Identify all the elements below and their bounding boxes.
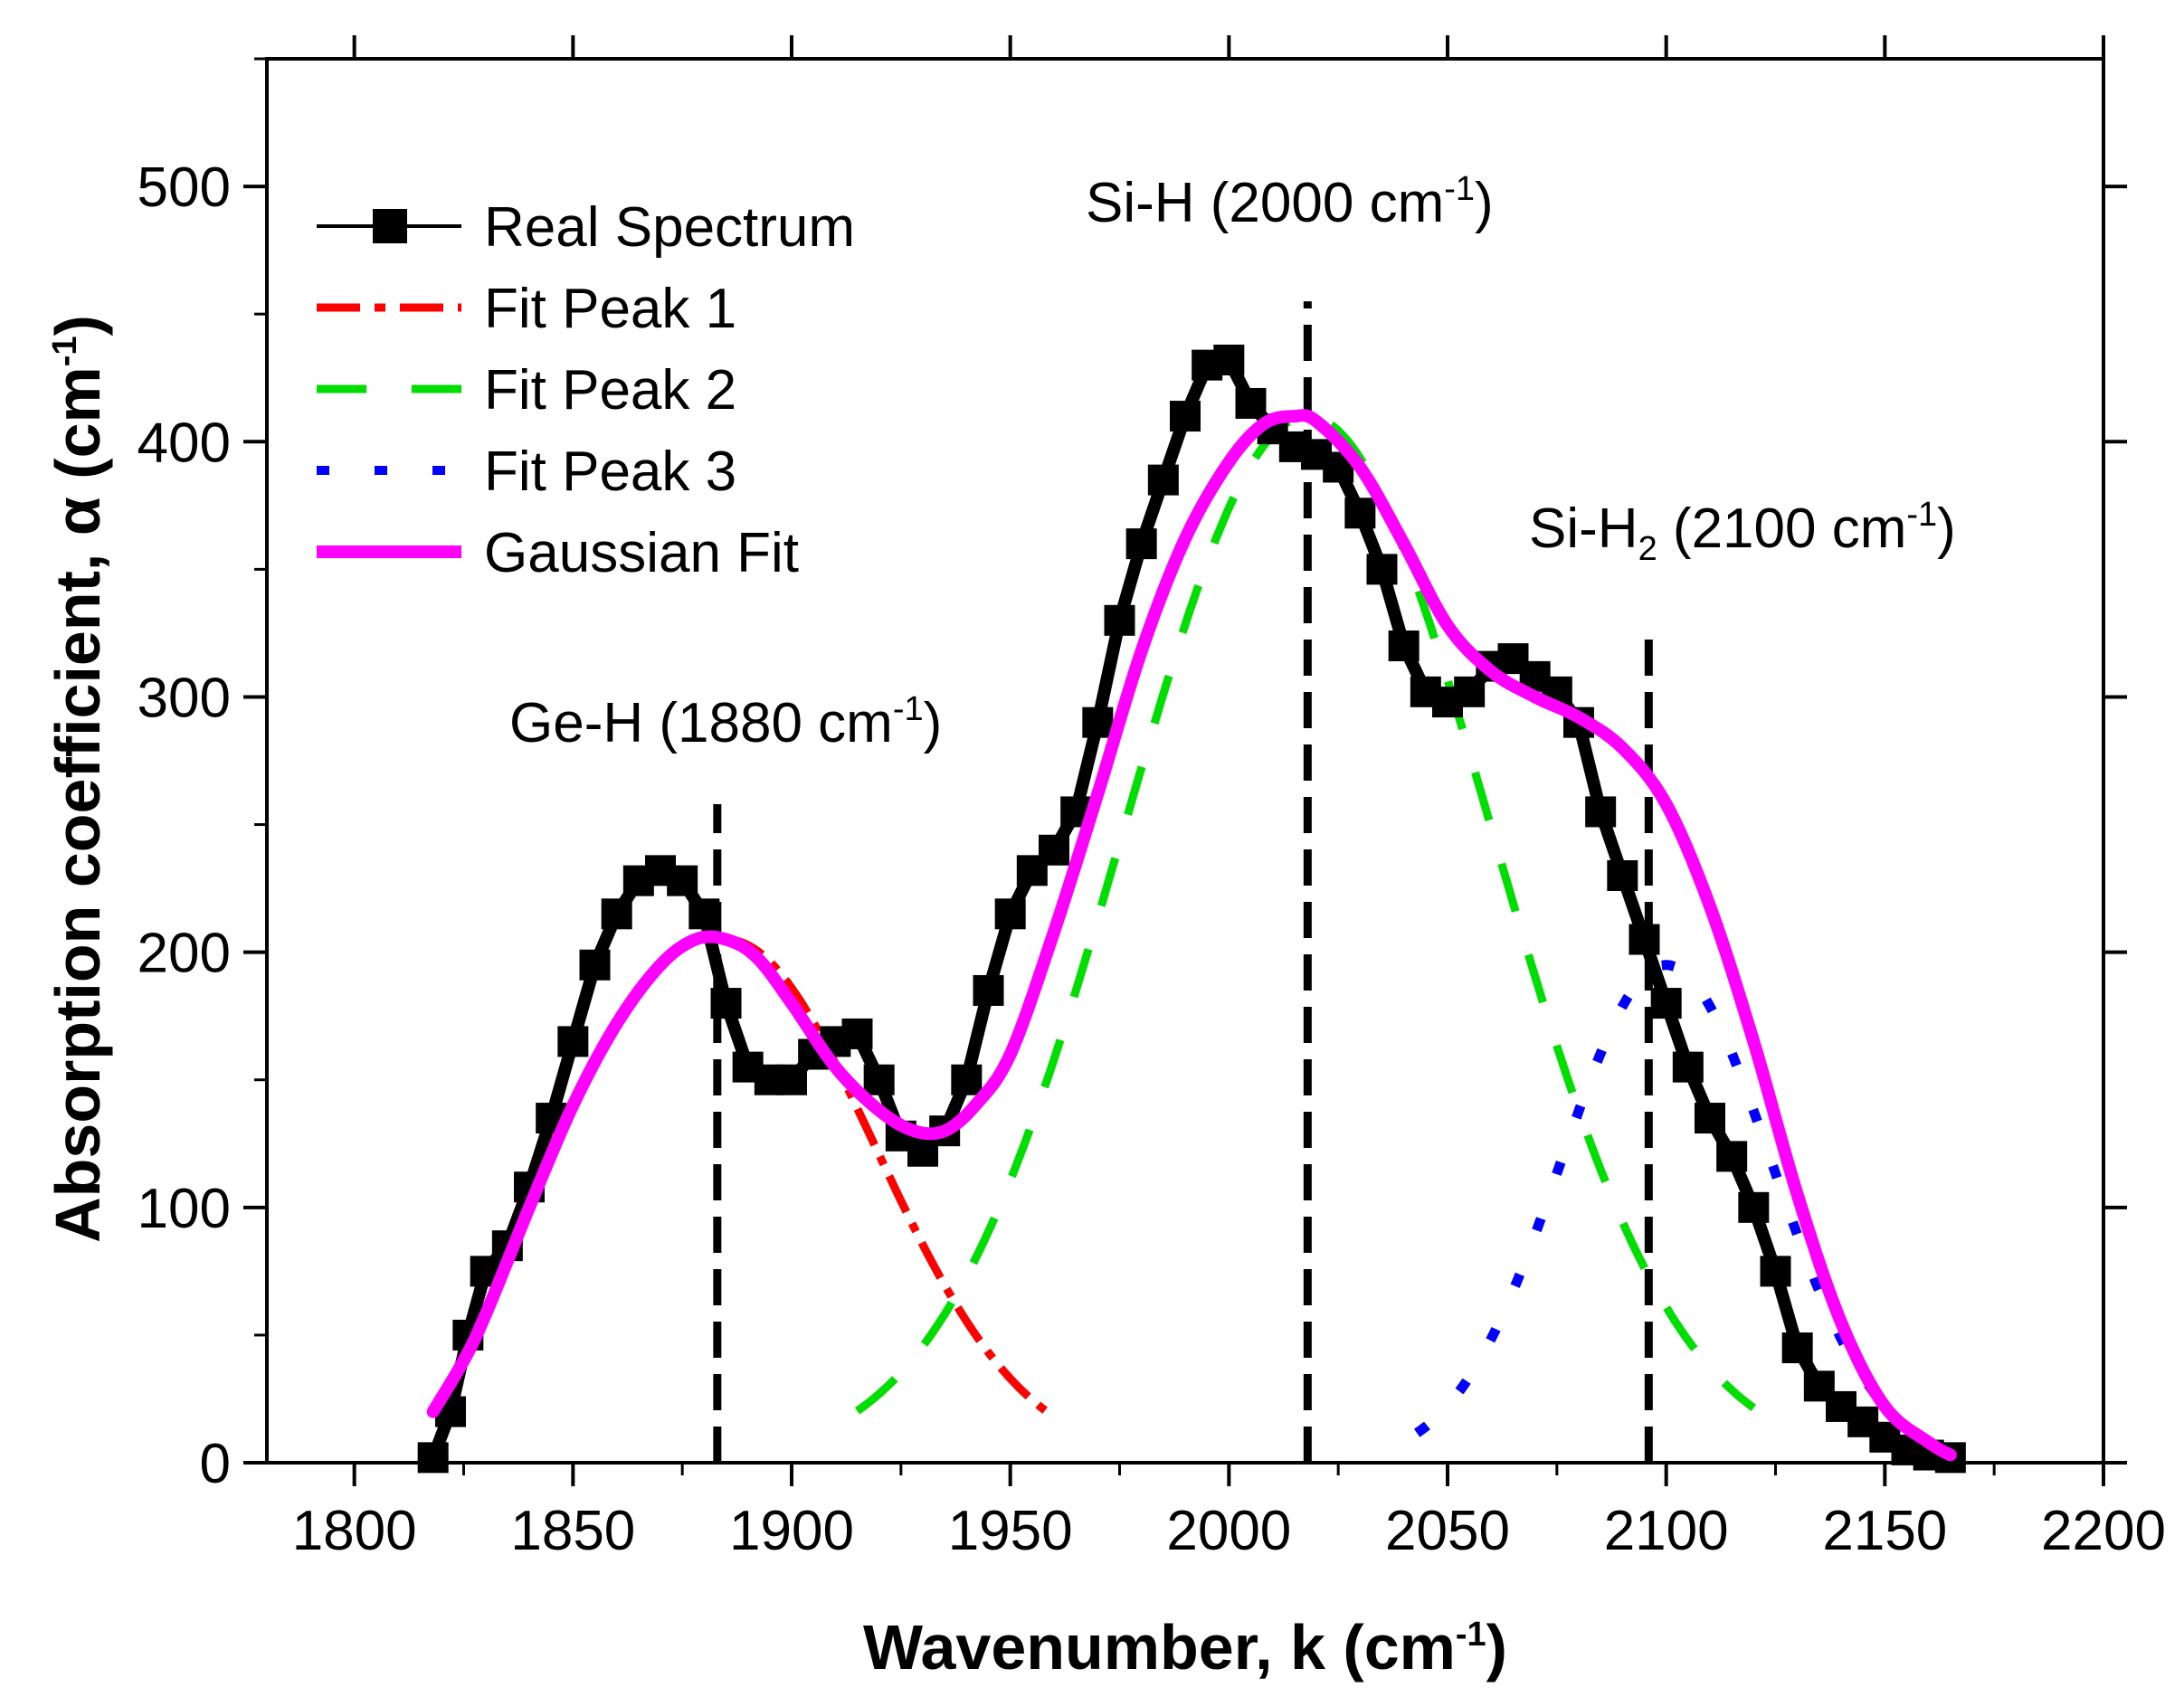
real-spectrum-point [1607, 859, 1638, 891]
legend-item-real-spectrum: Real Spectrum [317, 196, 855, 259]
real-spectrum-point [1585, 796, 1617, 828]
x-tick-label: 1900 [729, 1500, 854, 1562]
legend-label-gaussian-fit: Gaussian Fit [484, 522, 799, 584]
legend-item-fit-peak-3: Fit Peak 3 [317, 441, 736, 503]
x-tick-label: 2200 [2041, 1500, 2166, 1562]
y-tick-label: 400 [138, 412, 231, 474]
real-spectrum-point [1213, 344, 1245, 375]
legend-item-gaussian-fit: Gaussian Fit [317, 522, 799, 584]
real-spectrum-point [1716, 1141, 1748, 1172]
x-tick-label: 2150 [1822, 1500, 1947, 1562]
real-spectrum-point [1125, 528, 1157, 560]
real-spectrum-point [1672, 1051, 1704, 1083]
axis-ticks: 1800 1850 1900 1950 2000 2050 2100 2150 2200 0 100… [138, 35, 2166, 1562]
x-tick-label: 2050 [1385, 1500, 1510, 1562]
real-spectrum-point [1760, 1256, 1791, 1287]
real-spectrum-point [1650, 988, 1682, 1019]
annotation-si-h2: Si-H2 (2100 cm-1) [1529, 496, 1956, 568]
real-spectrum-point [1344, 498, 1376, 529]
real-spectrum-point [1629, 924, 1660, 955]
fit-peak-1-curve [726, 935, 1057, 1420]
real-spectrum-point [688, 898, 720, 930]
real-spectrum-point [1082, 706, 1114, 738]
real-spectrum-point [1147, 464, 1179, 496]
real-spectrum-point [1366, 554, 1398, 585]
real-spectrum-point [973, 974, 1004, 1006]
real-spectrum-point [1695, 1103, 1725, 1134]
real-spectrum-point [863, 1064, 895, 1095]
real-spectrum-point [601, 898, 632, 930]
x-tick-label: 2100 [1604, 1500, 1729, 1562]
legend-label-fit-peak-1: Fit Peak 1 [484, 278, 736, 340]
y-tick-label: 300 [138, 667, 231, 729]
annotation-ge-h: Ge-H (1880 cm-1) [509, 690, 942, 754]
annotation-si-h: Si-H (2000 cm-1) [1086, 170, 1494, 234]
real-spectrum-point [1781, 1332, 1813, 1364]
legend-item-fit-peak-1: Fit Peak 1 [317, 278, 736, 340]
fit-peak-2-curve [854, 412, 1757, 1415]
legend-label-real-spectrum: Real Spectrum [484, 196, 855, 259]
legend: Real Spectrum Fit Peak 1 Fit Peak 2 Fit … [317, 196, 855, 584]
plot-frame [265, 57, 2105, 1465]
gaussian-fit-series [426, 409, 1957, 1462]
plot-axes [265, 57, 2105, 1465]
x-axis-title: Wavenumber, k (cm-1) [863, 1612, 1507, 1683]
x-tick-label: 2000 [1166, 1500, 1291, 1562]
real-spectrum-point [841, 1018, 873, 1049]
real-spectrum-point [579, 949, 611, 981]
gaussian-fit-curve [426, 409, 1957, 1462]
real-spectrum-point [1738, 1191, 1770, 1223]
legend-label-fit-peak-3: Fit Peak 3 [484, 441, 736, 503]
fit-curves [726, 412, 1952, 1455]
real-spectrum-point [1170, 401, 1201, 432]
x-tick-label: 1800 [292, 1500, 417, 1562]
y-tick-label: 500 [138, 156, 231, 219]
real-spectrum-point [1104, 604, 1135, 636]
legend-item-fit-peak-2: Fit Peak 2 [317, 359, 736, 422]
legend-marker-square [373, 209, 407, 243]
real-spectrum-point [710, 988, 742, 1019]
real-spectrum-point [951, 1064, 983, 1095]
real-spectrum-point [417, 1442, 449, 1474]
real-spectrum-point [667, 865, 698, 896]
real-spectrum-point [557, 1026, 589, 1057]
real-spectrum-point [1388, 630, 1420, 662]
x-tick-label: 1950 [948, 1500, 1073, 1562]
y-axis-title: Absorption coefficient, α (cm-1) [43, 315, 113, 1243]
legend-label-fit-peak-2: Fit Peak 2 [484, 359, 736, 422]
real-spectrum-point [994, 898, 1026, 930]
x-tick-label: 1850 [510, 1500, 635, 1562]
y-tick-label: 100 [138, 1178, 231, 1240]
y-tick-label: 200 [138, 923, 231, 985]
real-spectrum-point [1039, 834, 1069, 866]
y-tick-label: 0 [200, 1433, 231, 1495]
